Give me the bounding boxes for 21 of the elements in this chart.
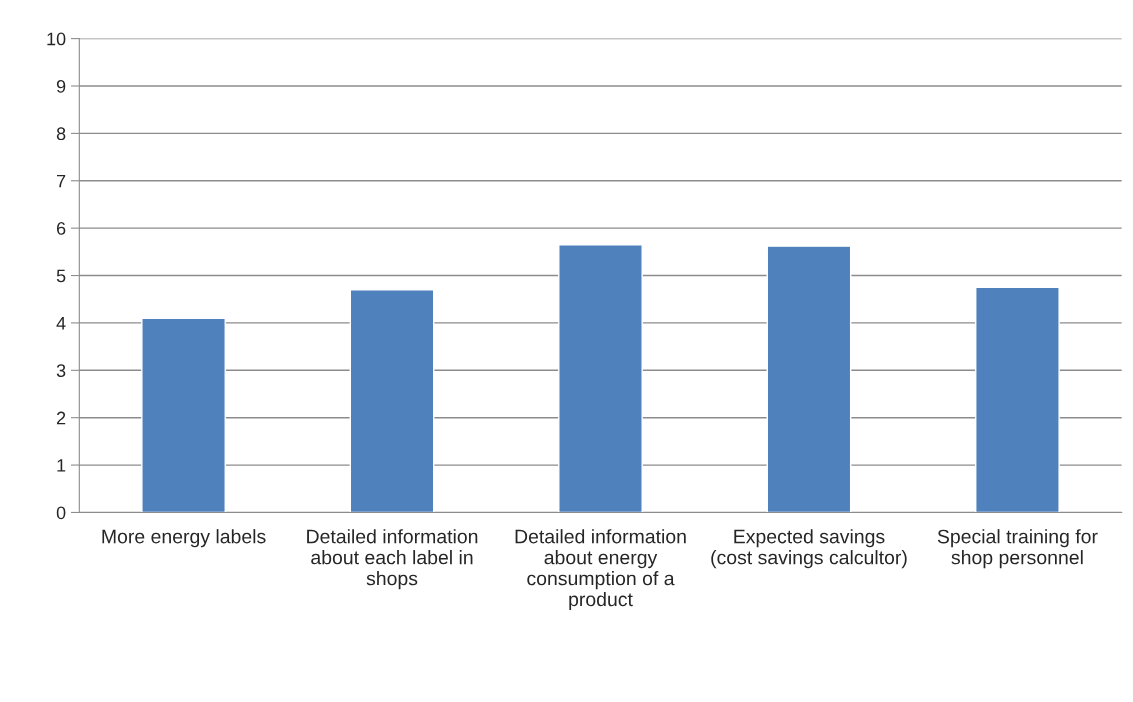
bar (349, 289, 435, 513)
y-tick-label: 3 (56, 364, 66, 378)
y-tick-label: 1 (57, 459, 66, 472)
x-tick-label: Special training for shop personnel (937, 529, 1098, 569)
y-tick-label: 7 (57, 174, 66, 188)
y-tick-label: 10 (47, 32, 66, 46)
y-tick-label: 5 (56, 269, 66, 283)
bar (558, 244, 643, 513)
y-tick-label: 4 (56, 317, 66, 330)
y-tick-label: 6 (56, 222, 66, 235)
y-tick-label: 0 (56, 506, 66, 520)
bar (975, 286, 1060, 513)
bar (766, 245, 852, 513)
x-tick-label: Expected savings (cost savings calcultor) (711, 529, 907, 569)
y-tick-label: 9 (56, 79, 66, 93)
y-tick-label: 8 (56, 127, 66, 141)
x-tick-label: Detailed information about each label in shops (307, 529, 478, 590)
bar (141, 317, 226, 513)
x-tick-label: Detailed information about energy consumption of a product (515, 529, 686, 611)
x-tick-label: More energy labels (102, 529, 266, 548)
y-tick-label: 2 (56, 411, 66, 425)
